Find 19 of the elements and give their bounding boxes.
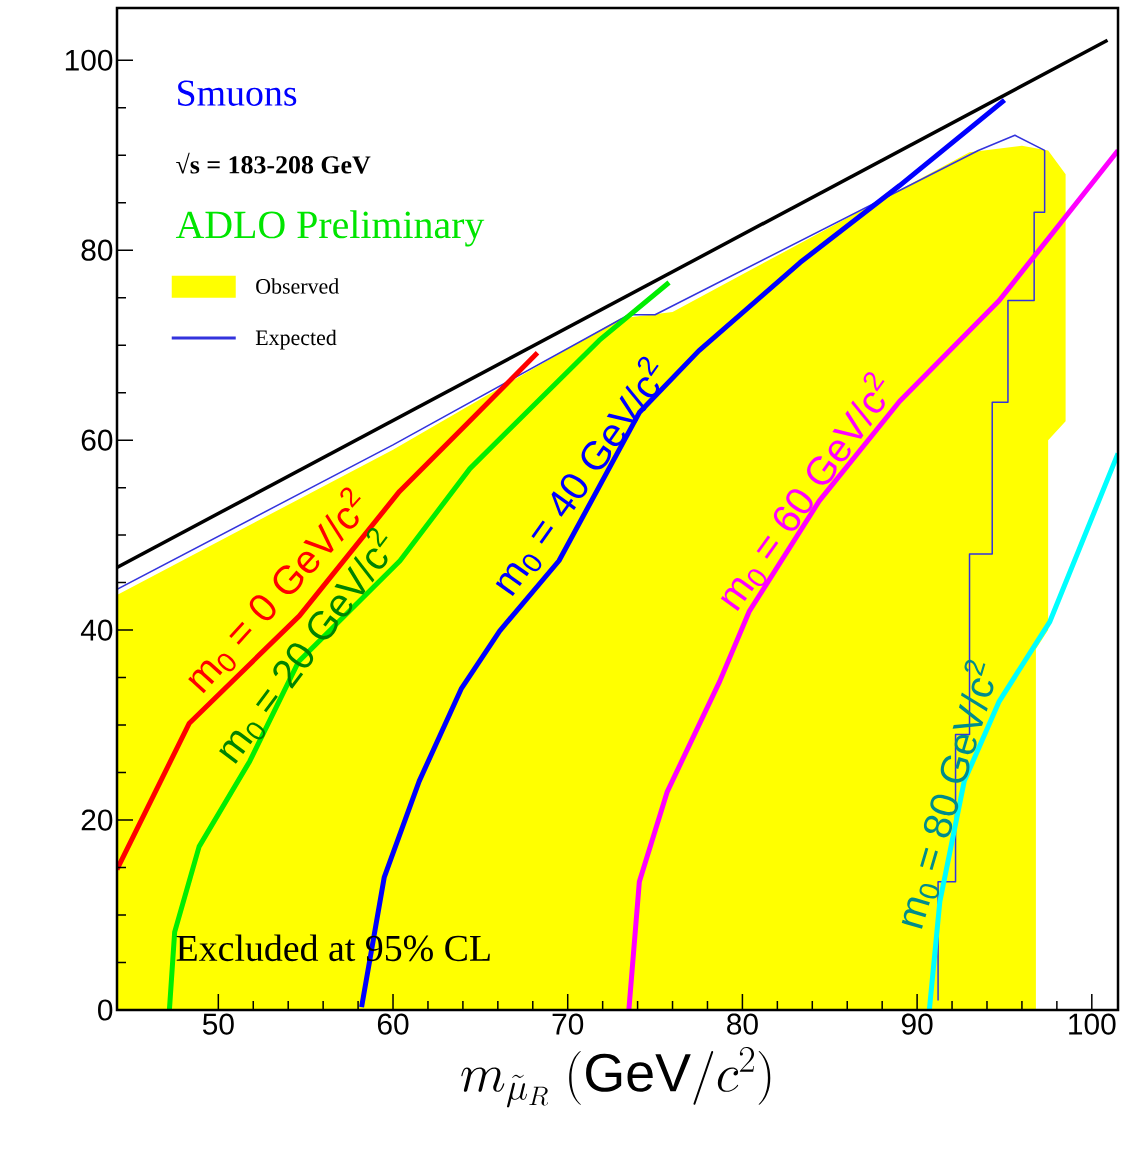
y-tick-label: 0 [98, 999, 113, 1021]
legend-label: Observed [256, 278, 339, 294]
x-tick-label: 50 [202, 1013, 234, 1035]
annotation: ADLO Preliminary [175, 210, 485, 247]
x-axis-title: $m_{\tilde{\mu}_R}\ (\mathrm{GeV}/c^{2})$ [461, 1046, 771, 1108]
y-tick-label: 80 [81, 239, 113, 261]
y-tick-label: 40 [80, 619, 113, 641]
x-tick-label: 90 [901, 1013, 933, 1035]
y-tick-label: 100 [65, 49, 113, 71]
text: m$_{0}$ = 80 GeV/c$^{2}$ [901, 659, 994, 929]
y-tick-label: 60 [81, 429, 113, 451]
text: Smuons [178, 80, 297, 106]
legend-label: Expected [255, 329, 337, 350]
x-tick-label: 80 [727, 1013, 758, 1035]
x-tick-label: 70 [552, 1013, 584, 1035]
x-tick-label: 60 [377, 1013, 409, 1035]
text: √s = 183-208 GeV [176, 152, 371, 174]
y-tick-label: 20 [81, 809, 113, 831]
x-tick-label: 100 [1069, 1013, 1116, 1035]
